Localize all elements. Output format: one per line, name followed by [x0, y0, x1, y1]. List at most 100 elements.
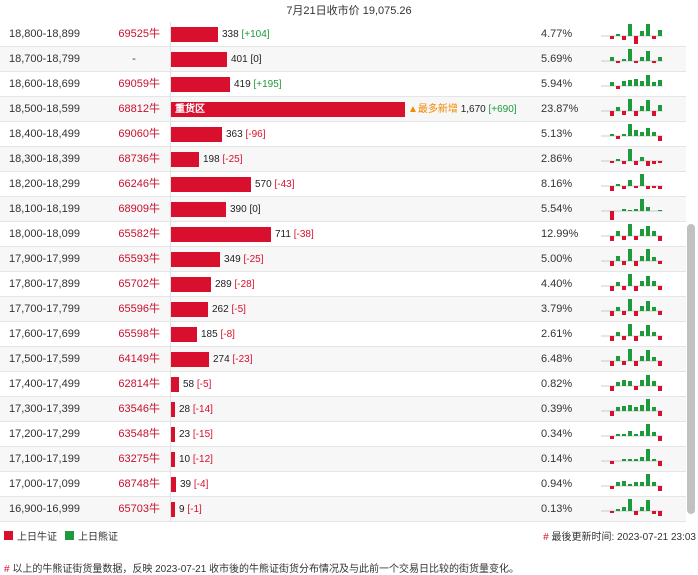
table-row[interactable]: 18,200-18,299 66246牛 570 [-43] 8.16%	[0, 172, 686, 197]
table-row[interactable]: 17,900-17,999 65593牛 349 [-25] 5.00%	[0, 247, 686, 272]
heavy-zone-label: 重货区	[175, 104, 205, 115]
warrant-code-link[interactable]: 68909牛	[118, 203, 160, 215]
table-row[interactable]: 18,000-18,099 65582牛 711 [-38] 12.99%	[0, 222, 686, 247]
mini-bar	[616, 61, 620, 63]
mini-bar	[622, 209, 626, 211]
warrant-code-link[interactable]: 69060牛	[118, 128, 160, 140]
mini-bar	[628, 149, 632, 161]
table-row[interactable]: 17,300-17,399 63546牛 28 [-14] 0.39%	[0, 397, 686, 422]
column-divider	[170, 472, 171, 497]
column-divider	[170, 372, 171, 397]
mini-bar	[634, 79, 638, 86]
price-range: 18,300-18,399	[9, 153, 80, 165]
mini-bar	[610, 336, 614, 341]
table-row[interactable]: 18,600-18,699 69059牛 419 [+195] 5.94%	[0, 72, 686, 97]
mini-bar	[622, 311, 626, 315]
volume-bar	[171, 27, 218, 42]
mini-bar	[652, 381, 656, 386]
mini-bar	[616, 86, 620, 89]
column-divider	[170, 197, 171, 222]
volume-change: [-43]	[274, 179, 295, 190]
volume-change: [-1]	[187, 504, 202, 515]
table-row[interactable]: 18,100-18,199 68909牛 390 [0] 5.54%	[0, 197, 686, 222]
warrant-code-link[interactable]: 62814牛	[118, 378, 160, 390]
mini-bar	[658, 436, 662, 441]
mini-bar	[610, 411, 614, 416]
price-range: 17,200-17,299	[9, 428, 80, 440]
volume-label: 10 [-12]	[179, 447, 213, 472]
volume-label: 28 [-14]	[179, 397, 213, 422]
volume-count: 23	[179, 429, 191, 440]
table-row[interactable]: 17,700-17,799 65596牛 262 [-5] 3.79%	[0, 297, 686, 322]
mini-bar	[640, 229, 644, 236]
mini-history-chart	[601, 474, 663, 491]
mini-history-chart	[601, 99, 663, 116]
mini-bar	[640, 457, 644, 461]
column-divider	[170, 422, 171, 447]
warrant-code-link[interactable]: 65582牛	[118, 228, 160, 240]
column-divider	[170, 497, 171, 522]
volume-label: 23 [-15]	[179, 422, 213, 447]
warrant-code-link[interactable]: 68812牛	[118, 103, 160, 115]
volume-bar	[171, 502, 175, 517]
warrant-code-link[interactable]: 65703牛	[118, 503, 160, 515]
volume-count: 570	[255, 179, 272, 190]
legend-bear-label: 上日熊证	[78, 531, 118, 543]
table-row[interactable]: 18,800-18,899 69525牛 338 [+104] 4.77%	[0, 22, 686, 47]
mini-bar	[610, 461, 614, 464]
warrant-code-link[interactable]: 65598牛	[118, 328, 160, 340]
mini-bar	[622, 380, 626, 386]
column-divider	[170, 47, 171, 72]
share-percent: 0.14%	[541, 453, 573, 465]
mini-bar	[652, 82, 656, 86]
mini-history-chart	[601, 399, 663, 416]
mini-bar	[634, 111, 638, 116]
warrant-code-link[interactable]: 63546牛	[118, 403, 160, 415]
warrant-code-link[interactable]: 69525牛	[118, 28, 160, 40]
warrant-code-link[interactable]: 63275牛	[118, 453, 160, 465]
warrant-code-link[interactable]: 63548牛	[118, 428, 160, 440]
volume-change: [-4]	[193, 479, 209, 490]
mini-history-chart	[601, 424, 663, 441]
warrant-code-link[interactable]: 65702牛	[118, 278, 160, 290]
table-row[interactable]: 18,400-18,499 69060牛 363 [-96] 5.13%	[0, 122, 686, 147]
share-percent: 5.54%	[541, 203, 573, 215]
mini-bar	[652, 186, 656, 188]
share-percent: 8.16%	[541, 178, 573, 190]
mini-bar	[646, 207, 650, 211]
warrant-code-link[interactable]: 65593牛	[118, 253, 160, 265]
table-row[interactable]: 18,500-18,599 68812牛 重货区 ▲最多新增 1,670 [+690]…	[0, 97, 686, 122]
table-row[interactable]: 17,800-17,899 65702牛 289 [-28] 4.40%	[0, 272, 686, 297]
mini-bar	[628, 80, 632, 86]
warrant-code-link[interactable]: 64149牛	[118, 353, 160, 365]
table-row[interactable]: 18,700-18,799 - 401 [0] 5.69%	[0, 47, 686, 72]
table-row[interactable]: 17,200-17,299 63548牛 23 [-15] 0.34%	[0, 422, 686, 447]
price-range: 17,700-17,799	[9, 303, 80, 315]
column-divider	[170, 147, 171, 172]
table-row[interactable]: 17,400-17,499 62814牛 58 [-5] 0.82%	[0, 372, 686, 397]
scrollbar-thumb[interactable]	[687, 224, 695, 514]
mini-bar	[628, 484, 632, 486]
volume-label: 289 [-28]	[215, 272, 254, 297]
warrant-code-link[interactable]: 66246牛	[118, 178, 160, 190]
mini-bar	[628, 99, 632, 111]
table-row[interactable]: 17,500-17,599 64149牛 274 [-23] 6.48%	[0, 347, 686, 372]
mini-bar	[646, 474, 650, 486]
mini-bar	[610, 261, 614, 266]
volume-bar	[171, 152, 199, 167]
mini-bar	[640, 57, 644, 61]
table-row[interactable]: 17,100-17,199 63275牛 10 [-12] 0.14%	[0, 447, 686, 472]
table-row[interactable]: 17,000-17,099 68748牛 39 [-4] 0.94%	[0, 472, 686, 497]
table-row[interactable]: 17,600-17,699 65598牛 185 [-8] 2.61%	[0, 322, 686, 347]
warrant-code-link[interactable]: 65596牛	[118, 303, 160, 315]
table-row[interactable]: 18,300-18,399 68736牛 198 [-25] 2.86%	[0, 147, 686, 172]
volume-change: [-25]	[243, 254, 264, 265]
warrant-code-link[interactable]: 68736牛	[118, 153, 160, 165]
mini-bar	[634, 311, 638, 316]
mini-bar	[616, 407, 620, 411]
volume-bar	[171, 302, 208, 317]
share-percent: 0.82%	[541, 378, 573, 390]
warrant-code-link[interactable]: 69059牛	[118, 78, 160, 90]
warrant-code-link[interactable]: 68748牛	[118, 478, 160, 490]
table-row[interactable]: 16,900-16,999 65703牛 9 [-1] 0.13%	[0, 497, 686, 522]
